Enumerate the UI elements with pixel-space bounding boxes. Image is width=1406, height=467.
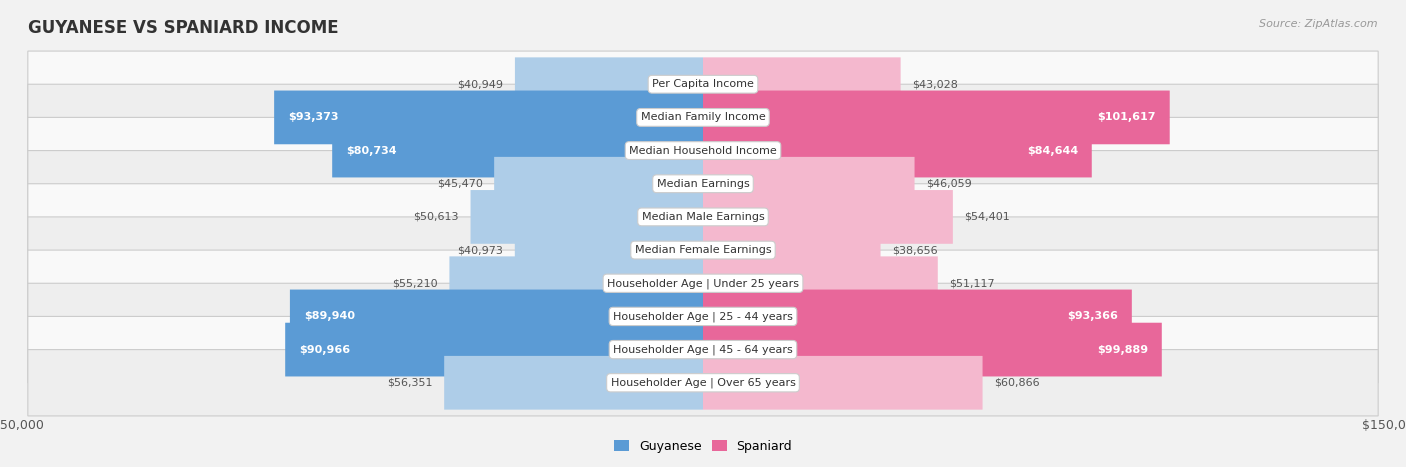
Text: $93,366: $93,366 (1067, 311, 1118, 321)
FancyBboxPatch shape (703, 323, 1161, 376)
Text: $45,470: $45,470 (437, 179, 482, 189)
FancyBboxPatch shape (28, 283, 1378, 350)
Text: $55,210: $55,210 (392, 278, 437, 288)
Text: $84,644: $84,644 (1026, 146, 1078, 156)
Text: GUYANESE VS SPANIARD INCOME: GUYANESE VS SPANIARD INCOME (28, 19, 339, 37)
FancyBboxPatch shape (28, 217, 1378, 283)
FancyBboxPatch shape (703, 57, 901, 111)
Text: Median Male Earnings: Median Male Earnings (641, 212, 765, 222)
Text: $40,949: $40,949 (457, 79, 503, 89)
FancyBboxPatch shape (28, 317, 1378, 383)
Text: Median Earnings: Median Earnings (657, 179, 749, 189)
Text: $38,656: $38,656 (891, 245, 938, 255)
FancyBboxPatch shape (28, 350, 1378, 416)
Text: $90,966: $90,966 (299, 345, 350, 354)
Text: Householder Age | Under 25 years: Householder Age | Under 25 years (607, 278, 799, 289)
FancyBboxPatch shape (28, 184, 1378, 250)
FancyBboxPatch shape (28, 250, 1378, 317)
FancyBboxPatch shape (515, 223, 703, 277)
FancyBboxPatch shape (515, 57, 703, 111)
Text: Per Capita Income: Per Capita Income (652, 79, 754, 89)
FancyBboxPatch shape (444, 356, 703, 410)
FancyBboxPatch shape (703, 157, 914, 211)
FancyBboxPatch shape (285, 323, 703, 376)
FancyBboxPatch shape (703, 124, 1092, 177)
Text: $50,613: $50,613 (413, 212, 458, 222)
Text: $54,401: $54,401 (965, 212, 1010, 222)
Text: $99,889: $99,889 (1097, 345, 1149, 354)
FancyBboxPatch shape (28, 117, 1378, 184)
Text: $89,940: $89,940 (304, 311, 354, 321)
Text: $93,373: $93,373 (288, 113, 339, 122)
FancyBboxPatch shape (28, 150, 1378, 217)
Text: $101,617: $101,617 (1098, 113, 1156, 122)
Text: Median Female Earnings: Median Female Earnings (634, 245, 772, 255)
FancyBboxPatch shape (703, 356, 983, 410)
FancyBboxPatch shape (28, 84, 1378, 150)
Text: $56,351: $56,351 (387, 378, 433, 388)
Text: Householder Age | 45 - 64 years: Householder Age | 45 - 64 years (613, 344, 793, 355)
Text: $51,117: $51,117 (949, 278, 995, 288)
Text: $80,734: $80,734 (346, 146, 396, 156)
Text: Median Family Income: Median Family Income (641, 113, 765, 122)
Text: Source: ZipAtlas.com: Source: ZipAtlas.com (1260, 19, 1378, 28)
Text: $43,028: $43,028 (912, 79, 957, 89)
FancyBboxPatch shape (703, 290, 1132, 343)
FancyBboxPatch shape (494, 157, 703, 211)
FancyBboxPatch shape (28, 51, 1378, 117)
FancyBboxPatch shape (703, 91, 1170, 144)
Text: Householder Age | Over 65 years: Householder Age | Over 65 years (610, 377, 796, 388)
Text: $46,059: $46,059 (927, 179, 972, 189)
Text: Median Household Income: Median Household Income (628, 146, 778, 156)
Text: $60,866: $60,866 (994, 378, 1039, 388)
FancyBboxPatch shape (703, 190, 953, 244)
Text: $40,973: $40,973 (457, 245, 503, 255)
FancyBboxPatch shape (274, 91, 703, 144)
Text: Householder Age | 25 - 44 years: Householder Age | 25 - 44 years (613, 311, 793, 322)
Legend: Guyanese, Spaniard: Guyanese, Spaniard (609, 435, 797, 458)
FancyBboxPatch shape (290, 290, 703, 343)
FancyBboxPatch shape (703, 256, 938, 310)
FancyBboxPatch shape (332, 124, 703, 177)
FancyBboxPatch shape (703, 223, 880, 277)
FancyBboxPatch shape (450, 256, 703, 310)
FancyBboxPatch shape (471, 190, 703, 244)
